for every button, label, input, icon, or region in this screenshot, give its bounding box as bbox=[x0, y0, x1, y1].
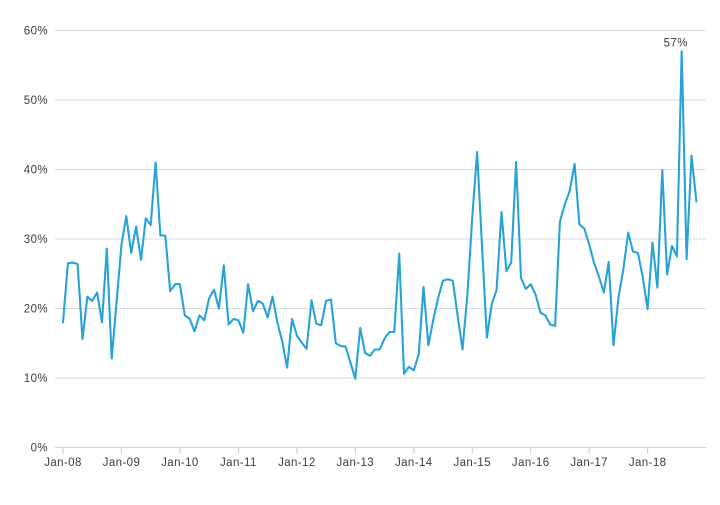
y-axis-tick-label: 10% bbox=[24, 373, 48, 385]
y-axis-tick-label: 0% bbox=[31, 443, 48, 455]
x-axis-tick-label: Jan-09 bbox=[103, 457, 141, 469]
y-axis-labels: 0% 10% 20% 30% 40% 50% 60% bbox=[24, 26, 48, 455]
x-axis-tick-label: Jan-17 bbox=[570, 457, 608, 469]
x-axis: Jan-08 Jan-09 Jan-10 Jan-11 Jan-12 Jan-13 Jan-… bbox=[44, 447, 667, 469]
x-axis-tick-label: Jan-15 bbox=[453, 457, 491, 469]
data-line-monthly-percentage bbox=[61, 50, 698, 380]
data-series bbox=[61, 50, 698, 380]
x-axis-tick-label: Jan-18 bbox=[629, 457, 667, 469]
y-axis-tick-label: 20% bbox=[24, 304, 48, 316]
x-axis-tick-label: Jan-16 bbox=[512, 457, 550, 469]
x-axis-tick-label: Jan-12 bbox=[278, 457, 316, 469]
y-axis-tick-label: 50% bbox=[24, 95, 48, 107]
y-axis-tick-label: 60% bbox=[24, 26, 48, 38]
y-axis-tick-label: 40% bbox=[24, 165, 48, 177]
peak-value-annotation: 57% bbox=[664, 37, 688, 49]
x-axis-tick-label: Jan-10 bbox=[161, 457, 199, 469]
gridlines bbox=[55, 30, 706, 448]
y-axis-tick-label: 30% bbox=[24, 234, 48, 246]
x-axis-tick-label: Jan-14 bbox=[395, 457, 433, 469]
x-axis-tick-label: Jan-13 bbox=[337, 457, 375, 469]
annotations: 57% bbox=[664, 37, 688, 49]
x-axis-tick-label: Jan-08 bbox=[44, 457, 82, 469]
x-axis-tick-label: Jan-11 bbox=[220, 457, 257, 469]
